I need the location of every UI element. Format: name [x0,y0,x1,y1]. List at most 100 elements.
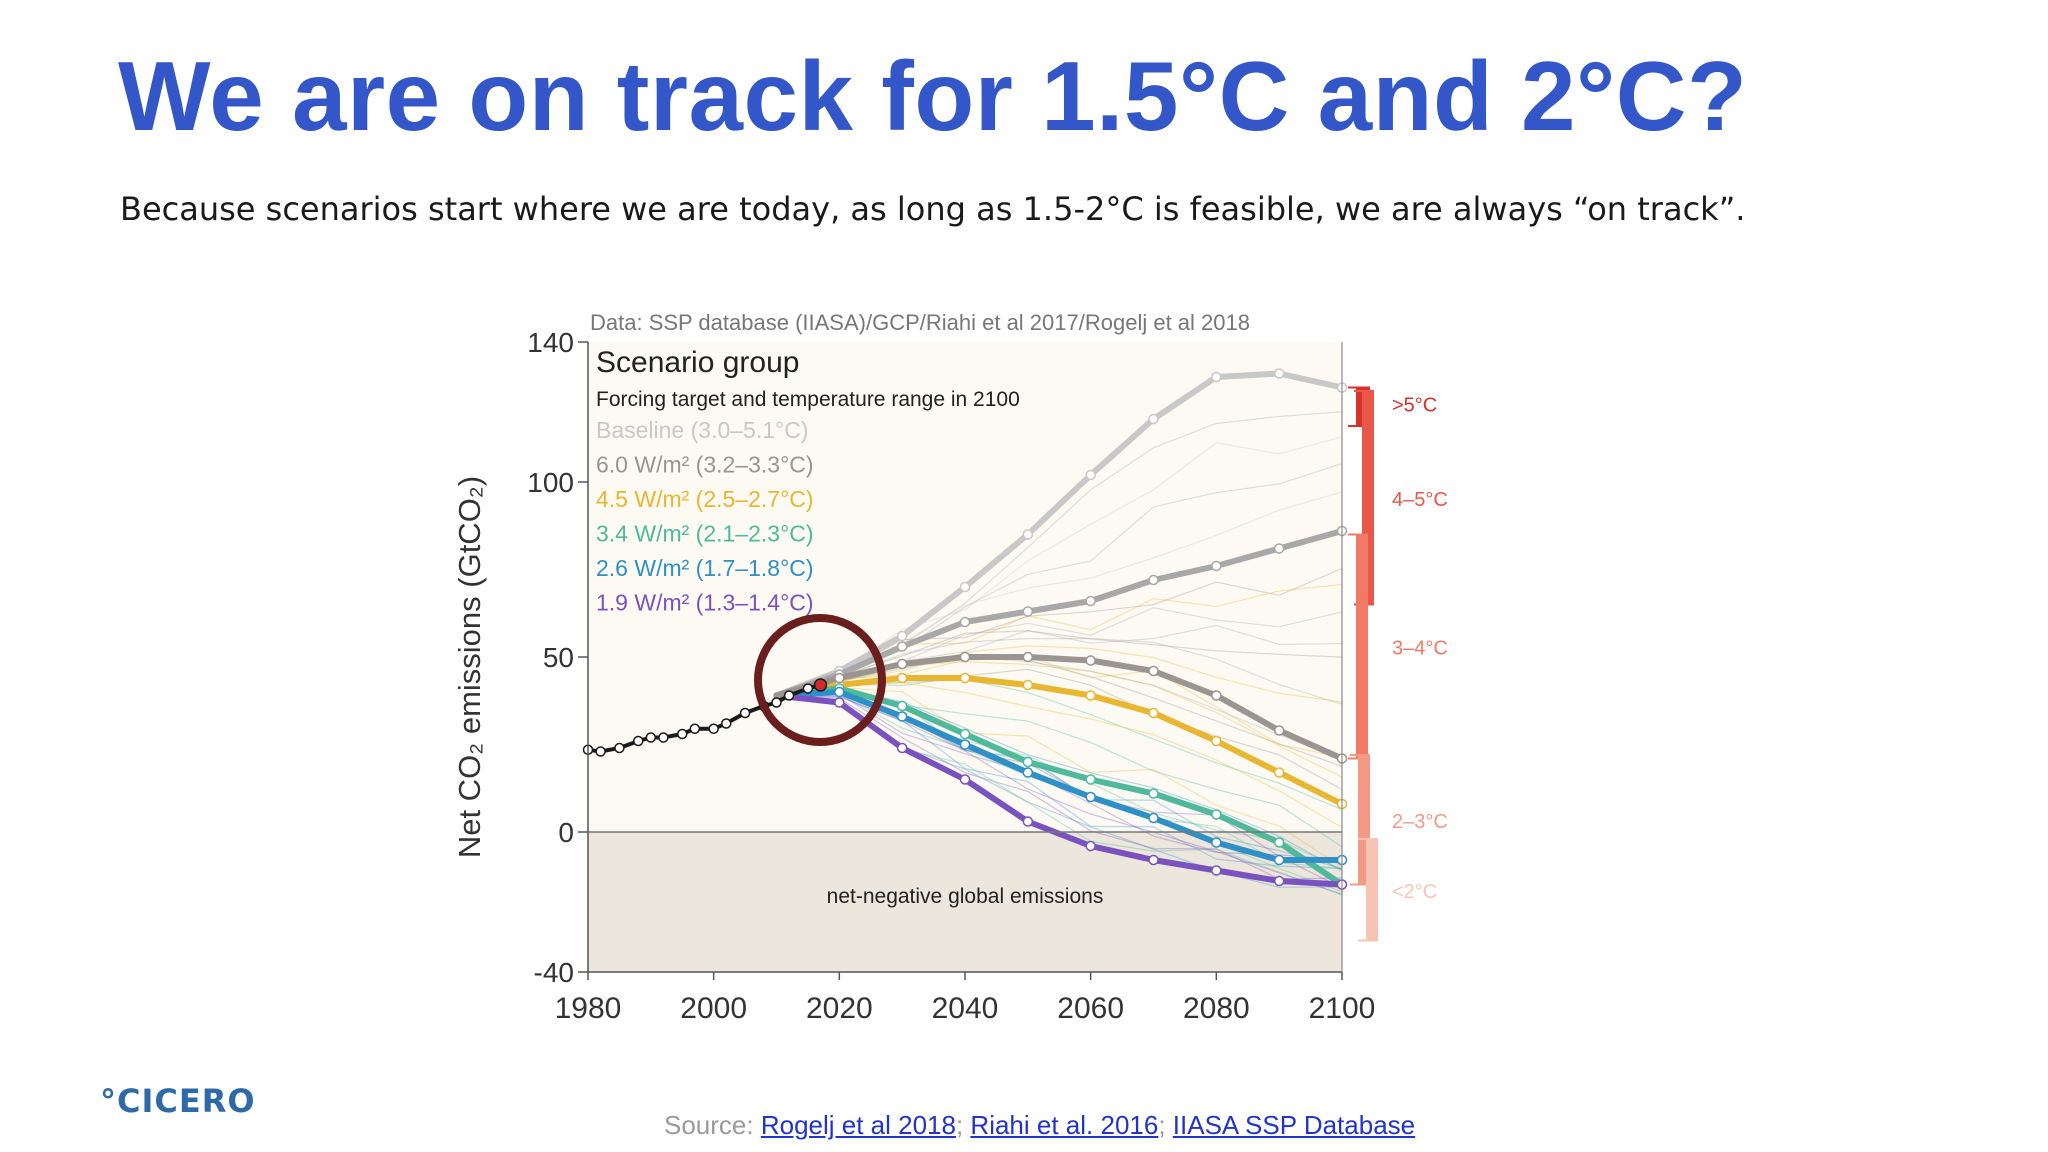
series-point [1085,791,1096,803]
ensemble-line [776,668,1343,791]
legend-item: 3.4 W/m² (2.1–2.3°C) [596,521,814,547]
series-point [1273,543,1285,554]
series-point [1211,837,1222,848]
series-point [896,711,908,722]
series-point [1273,767,1285,778]
y-tick-label: -40 [534,957,574,988]
series-point [834,686,845,698]
x-tick-label: 2020 [806,992,873,1025]
ensemble-line [776,682,1343,829]
historical-point [633,735,644,747]
temperature-band-label: >5°C [1392,395,1437,417]
ensemble-line [776,694,1343,870]
slide-subtitle: Because scenarios start where we are tod… [120,190,1746,228]
legend-item: 1.9 W/m² (1.3–1.4°C) [596,590,814,616]
y-tick-label: 140 [527,327,574,358]
cicero-logo: °CICERO [100,1082,256,1120]
series-point [1211,735,1222,747]
legend: Scenario group Forcing target and tempera… [596,346,1020,616]
series-point [1085,840,1096,852]
series-point [1273,725,1285,736]
legend-item: Baseline (3.0–5.1°C) [596,417,808,443]
scenario-series [582,368,1348,890]
historical-point [658,732,669,743]
legend-item: 2.6 W/m² (1.7–1.8°C) [596,555,814,581]
historical-point [720,718,732,729]
x-tick-label: 1980 [555,992,622,1025]
series-point [1273,854,1285,866]
series-point [1148,854,1159,866]
temperature-band-label: <2°C [1392,881,1437,903]
series-point [1273,837,1285,848]
ensemble-line [776,687,1343,868]
series-point [896,742,908,754]
temperature-band [1366,839,1378,941]
source-line: Source: Rogelj et al 2018; Riahi et al. … [664,1110,1415,1141]
ensemble-line [776,645,1343,703]
series-point [1273,875,1285,887]
plot-background [588,342,1342,972]
source-link-riahi[interactable]: Riahi et al. 2016 [970,1110,1159,1140]
negative-emissions-region [588,832,1342,972]
historical-point [689,723,701,734]
ensemble-line [776,630,1343,697]
series-point [1022,767,1034,778]
legend-item: 6.0 W/m² (3.2–3.3°C) [596,452,814,478]
series-point [896,630,908,642]
legend-item: 4.5 W/m² (2.5–2.7°C) [596,486,814,512]
slide-title: We are on track for 1.5°C and 2°C? [118,41,1748,151]
overlay: net-negative global emissions [754,614,1104,908]
series-point [1148,574,1159,586]
series-point [1022,606,1034,617]
temperature-bands: >5°C 4–5°C 3–4°C 2–3°C <2°C [1348,386,1448,942]
series-line [773,528,1345,699]
series-point [1148,665,1159,677]
series-point [1022,756,1034,768]
historical-point [708,723,719,734]
net-negative-annotation: net-negative global emissions [827,885,1104,908]
series-point [959,616,971,628]
y-axis-label: Net CO₂ emissions (GtCO₂) [452,476,487,858]
series-point [1148,413,1159,425]
series-point [834,697,845,708]
x-tick-label: 2000 [680,992,747,1025]
series-point [959,739,971,750]
series-point [1148,788,1159,799]
temperature-band-label: 3–4°C [1392,638,1448,660]
series-point [1022,816,1034,827]
historical-point [614,742,625,754]
series-point [1273,368,1285,379]
historical-line [587,683,822,754]
x-tick-label: 2040 [932,992,999,1025]
series-line [773,654,1345,762]
series-point [1085,655,1096,666]
series-point [959,774,971,785]
highlight-circle [754,614,886,746]
axes: -40 0 50 100 140 1980 2000 2020 2040 2060 2080 2100… [452,310,1375,1025]
series-line [773,689,1345,863]
ensemble-line [776,655,1343,759]
series-point [959,581,971,593]
temperature-band-label: 4–5°C [1392,489,1448,511]
x-tick-label: 2100 [1309,992,1376,1025]
series-point [1022,679,1034,691]
series-point [896,672,908,684]
source-separator: ; [955,1110,971,1140]
series-point [896,658,908,670]
source-link-iiasa[interactable]: IIASA SSP Database [1172,1110,1416,1140]
ensemble-line [776,637,1343,705]
ensemble-line [776,654,1343,767]
series-point [1211,809,1222,820]
y-tick-label: 100 [527,467,574,498]
series-point [1085,595,1096,607]
source-link-rogelj[interactable]: Rogelj et al 2018 [760,1110,956,1140]
source-separator: ; [1158,1110,1173,1140]
series-point [1148,812,1159,824]
historical-point [739,707,751,719]
y-tick-label: 0 [558,817,574,848]
historical-point [645,732,657,743]
series-point [1022,529,1034,540]
legend-title: Scenario group [596,346,799,379]
series-line [773,675,1345,807]
